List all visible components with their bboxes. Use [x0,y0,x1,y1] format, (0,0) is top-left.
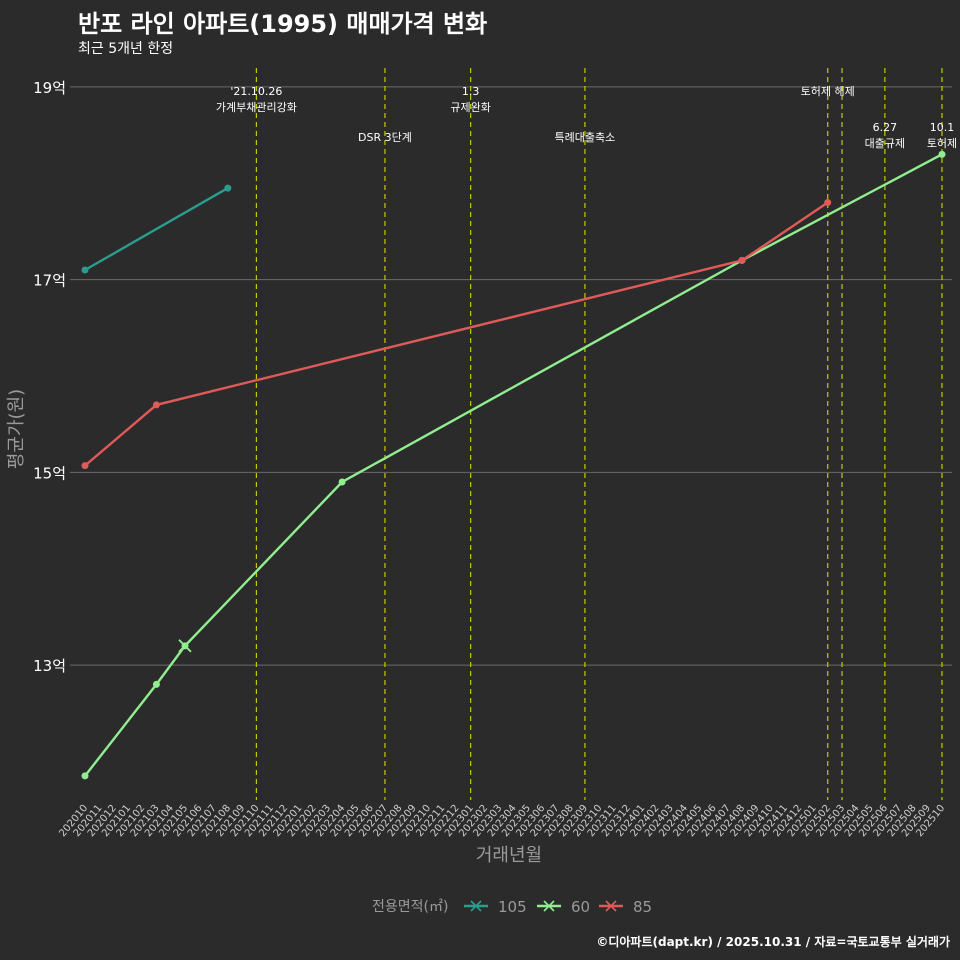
data-point-60 [152,680,160,688]
data-point-85 [738,256,746,264]
event-label: 토허제 [927,137,957,150]
event-label: DSR 3단계 [358,131,412,144]
series-line-60 [84,153,943,777]
legend-item-label: 85 [633,898,652,916]
data-point-85 [152,401,160,409]
y-tick-label: 15억 [33,464,66,482]
data-point-105 [224,184,232,192]
event-label: 6.27 [873,121,898,134]
y-tick-label: 19억 [33,79,66,97]
event-label: 10.1 [930,121,955,134]
legend-swatch-marker [470,900,482,912]
event-label: 가계부채관리강화 [216,101,297,114]
legend-item-label: 60 [571,898,590,916]
series-line-85 [84,201,829,467]
chart-subtitle: 최근 5개년 한정 [78,41,174,57]
source-caption: ©디아파트(dapt.kr) / 2025.10.31 / 자료=국토교통부 실… [596,935,950,949]
x-axis-title: 거래년월 [476,845,542,866]
legend-title: 전용면적(㎡) [372,899,448,915]
y-tick-label: 13억 [33,657,66,675]
y-axis-title: 평균가(원) [6,389,27,469]
legend-swatch-marker [605,900,617,912]
data-point-85 [81,462,89,470]
event-label: 규제완화 [450,101,490,114]
legend-swatch-marker [543,900,555,912]
event-label: 대출규제 [865,137,905,150]
cross-marker [178,639,192,653]
data-point-85 [824,199,832,207]
legend-item-label: 105 [498,898,527,916]
event-label: '21.10.26 [230,85,282,98]
series-line-105 [84,187,229,272]
chart-title: 반포 라인 아파트(1995) 매매가격 변화 [78,10,488,38]
event-label: 1.3 [462,85,480,98]
data-point-60 [938,150,946,158]
y-tick-label: 17억 [33,272,66,290]
event-label: 특례대출축소 [555,131,616,144]
data-point-60 [81,772,89,780]
data-point-60 [338,478,346,486]
event-label: 토허제 해제 [801,84,855,98]
data-point-105 [81,266,89,274]
